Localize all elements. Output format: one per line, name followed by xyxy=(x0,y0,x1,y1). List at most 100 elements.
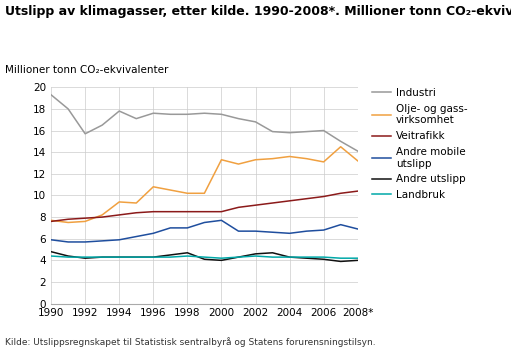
Landbruk xyxy=(184,254,191,258)
Olje- og gass-
virksomhet xyxy=(287,154,293,158)
Veitrafikk xyxy=(99,215,105,219)
Olje- og gass-
virksomhet xyxy=(201,191,207,195)
Andre utslipp xyxy=(65,254,71,258)
Landbruk xyxy=(116,255,122,259)
Andre utslipp xyxy=(167,253,173,257)
Industri xyxy=(167,112,173,117)
Landbruk xyxy=(201,255,207,259)
Industri xyxy=(201,111,207,115)
Veitrafikk xyxy=(48,219,54,223)
Olje- og gass-
virksomhet xyxy=(252,158,259,162)
Text: Utslipp av klimagasser, etter kilde. 1990-2008*. Millioner tonn CO₂-ekvivalenter: Utslipp av klimagasser, etter kilde. 199… xyxy=(5,5,511,18)
Veitrafikk xyxy=(82,216,88,220)
Olje- og gass-
virksomhet xyxy=(48,218,54,222)
Industri xyxy=(184,112,191,117)
Olje- og gass-
virksomhet xyxy=(167,188,173,192)
Industri xyxy=(116,109,122,113)
Andre mobile
utslipp xyxy=(355,227,361,231)
Industri xyxy=(236,117,242,121)
Landbruk xyxy=(304,255,310,259)
Andre mobile
utslipp xyxy=(133,235,140,239)
Veitrafikk xyxy=(218,209,224,214)
Industri xyxy=(320,128,327,133)
Landbruk xyxy=(287,255,293,259)
Landbruk xyxy=(355,256,361,260)
Veitrafikk xyxy=(287,199,293,203)
Veitrafikk xyxy=(184,209,191,214)
Andre utslipp xyxy=(116,255,122,259)
Landbruk xyxy=(65,255,71,259)
Veitrafikk xyxy=(150,209,156,214)
Andre utslipp xyxy=(150,255,156,259)
Andre mobile
utslipp xyxy=(287,231,293,235)
Andre mobile
utslipp xyxy=(82,240,88,244)
Olje- og gass-
virksomhet xyxy=(184,191,191,195)
Veitrafikk xyxy=(236,205,242,209)
Olje- og gass-
virksomhet xyxy=(320,160,327,164)
Andre utslipp xyxy=(236,255,242,259)
Landbruk xyxy=(82,255,88,259)
Andre utslipp xyxy=(48,250,54,254)
Olje- og gass-
virksomhet xyxy=(338,144,344,149)
Veitrafikk xyxy=(338,191,344,195)
Andre utslipp xyxy=(355,258,361,262)
Olje- og gass-
virksomhet xyxy=(150,185,156,189)
Andre utslipp xyxy=(304,256,310,260)
Industri xyxy=(304,129,310,134)
Veitrafikk xyxy=(269,201,275,205)
Landbruk xyxy=(218,256,224,260)
Veitrafikk xyxy=(167,209,173,214)
Landbruk xyxy=(167,255,173,259)
Legend: Industri, Olje- og gass-
virksomhet, Veitrafikk, Andre mobile
utslipp, Andre uts: Industri, Olje- og gass- virksomhet, Vei… xyxy=(372,88,468,200)
Andre utslipp xyxy=(82,256,88,260)
Andre mobile
utslipp xyxy=(65,240,71,244)
Landbruk xyxy=(252,254,259,258)
Andre utslipp xyxy=(269,251,275,255)
Landbruk xyxy=(48,254,54,258)
Line: Industri: Industri xyxy=(51,95,358,151)
Industri xyxy=(48,93,54,97)
Andre utslipp xyxy=(133,255,140,259)
Andre utslipp xyxy=(99,255,105,259)
Andre mobile
utslipp xyxy=(167,226,173,230)
Veitrafikk xyxy=(201,209,207,214)
Industri xyxy=(218,112,224,117)
Andre utslipp xyxy=(201,257,207,261)
Veitrafikk xyxy=(65,217,71,221)
Landbruk xyxy=(236,255,242,259)
Andre utslipp xyxy=(338,259,344,263)
Andre mobile
utslipp xyxy=(218,218,224,222)
Veitrafikk xyxy=(304,196,310,201)
Line: Andre utslipp: Andre utslipp xyxy=(51,252,358,261)
Landbruk xyxy=(320,255,327,259)
Industri xyxy=(82,132,88,136)
Andre utslipp xyxy=(252,252,259,256)
Landbruk xyxy=(99,255,105,259)
Text: Kilde: Utslippsregnskapet til Statistisk sentralbyrå og Statens forurensningstil: Kilde: Utslippsregnskapet til Statistisk… xyxy=(5,337,376,347)
Industri xyxy=(99,123,105,127)
Olje- og gass-
virksomhet xyxy=(236,162,242,166)
Andre mobile
utslipp xyxy=(304,229,310,233)
Veitrafikk xyxy=(252,203,259,207)
Andre mobile
utslipp xyxy=(150,231,156,235)
Landbruk xyxy=(150,255,156,259)
Andre mobile
utslipp xyxy=(269,230,275,234)
Veitrafikk xyxy=(133,211,140,215)
Andre utslipp xyxy=(218,258,224,262)
Andre mobile
utslipp xyxy=(116,238,122,242)
Olje- og gass-
virksomhet xyxy=(355,159,361,163)
Industri xyxy=(269,129,275,134)
Line: Olje- og gass-
virksomhet: Olje- og gass- virksomhet xyxy=(51,147,358,223)
Industri xyxy=(133,117,140,121)
Andre mobile
utslipp xyxy=(99,239,105,243)
Andre mobile
utslipp xyxy=(320,228,327,232)
Olje- og gass-
virksomhet xyxy=(133,201,140,205)
Andre mobile
utslipp xyxy=(338,223,344,227)
Andre mobile
utslipp xyxy=(184,226,191,230)
Andre utslipp xyxy=(287,255,293,259)
Olje- og gass-
virksomhet xyxy=(99,213,105,217)
Andre mobile
utslipp xyxy=(48,238,54,242)
Industri xyxy=(287,131,293,135)
Line: Landbruk: Landbruk xyxy=(51,256,358,258)
Industri xyxy=(65,107,71,111)
